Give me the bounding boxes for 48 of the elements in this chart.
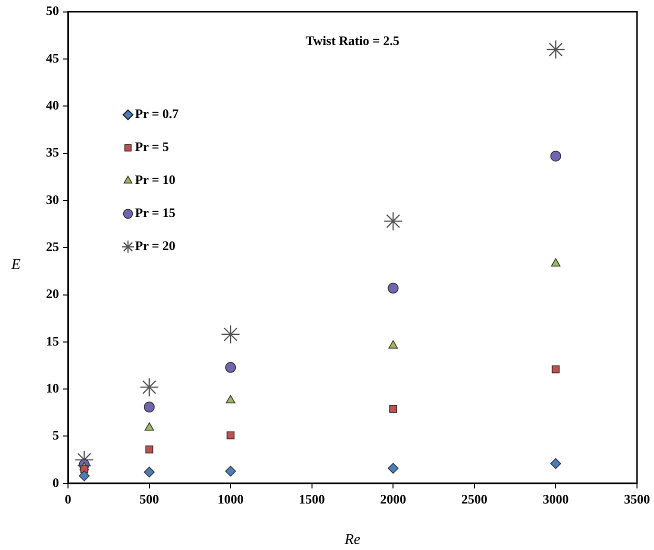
point — [144, 422, 154, 431]
y-axis-title: E — [10, 256, 21, 273]
point — [388, 340, 398, 349]
y-tick-label: 30 — [46, 192, 59, 207]
y-tick-label: 25 — [46, 238, 60, 254]
point — [225, 466, 236, 477]
point — [220, 324, 240, 344]
x-tick-label: 0 — [64, 492, 72, 507]
point — [388, 462, 399, 474]
y-tick-label: 5 — [52, 428, 60, 443]
point — [550, 258, 560, 267]
point — [552, 365, 560, 374]
y-tick-label: 50 — [46, 3, 59, 18]
point — [140, 378, 159, 397]
point — [546, 40, 566, 60]
y-tick-label: 35 — [46, 144, 60, 160]
legend-label: Pr = 20 — [135, 238, 176, 254]
y-tick-label: 0 — [52, 474, 59, 490]
point — [144, 466, 155, 478]
x-tick-label: 1500 — [298, 492, 325, 507]
legend-label: Pr = 5 — [135, 139, 170, 154]
legend-label: Pr = 10 — [135, 172, 176, 188]
x-tick-label: 1000 — [218, 492, 244, 507]
point — [225, 362, 236, 373]
x-axis-title: Re — [344, 532, 361, 548]
point — [145, 446, 154, 454]
x-tick-label: 2500 — [461, 492, 488, 507]
point — [388, 282, 399, 294]
point — [78, 470, 90, 482]
y-tick-label: 40 — [46, 97, 59, 112]
x-tick-label: 500 — [140, 492, 160, 507]
x-tick-label: 3500 — [624, 492, 650, 507]
x-tick-label: 2000 — [380, 492, 406, 507]
point — [550, 150, 562, 162]
point — [226, 431, 235, 440]
legend-label: Pr = 15 — [135, 205, 176, 220]
point — [550, 458, 562, 469]
point — [384, 212, 403, 231]
y-tick-label: 15 — [46, 333, 60, 348]
point — [226, 395, 236, 404]
legend-label: Pr = 0.7 — [135, 106, 180, 122]
y-tick-label: 20 — [46, 286, 59, 302]
y-tick-label: 10 — [46, 380, 59, 396]
y-tick-label: 45 — [46, 50, 60, 66]
point — [144, 402, 155, 412]
x-tick-label: 3000 — [542, 492, 569, 507]
annotation: Twist Ratio = 2.5 — [306, 33, 400, 48]
point — [389, 404, 398, 413]
